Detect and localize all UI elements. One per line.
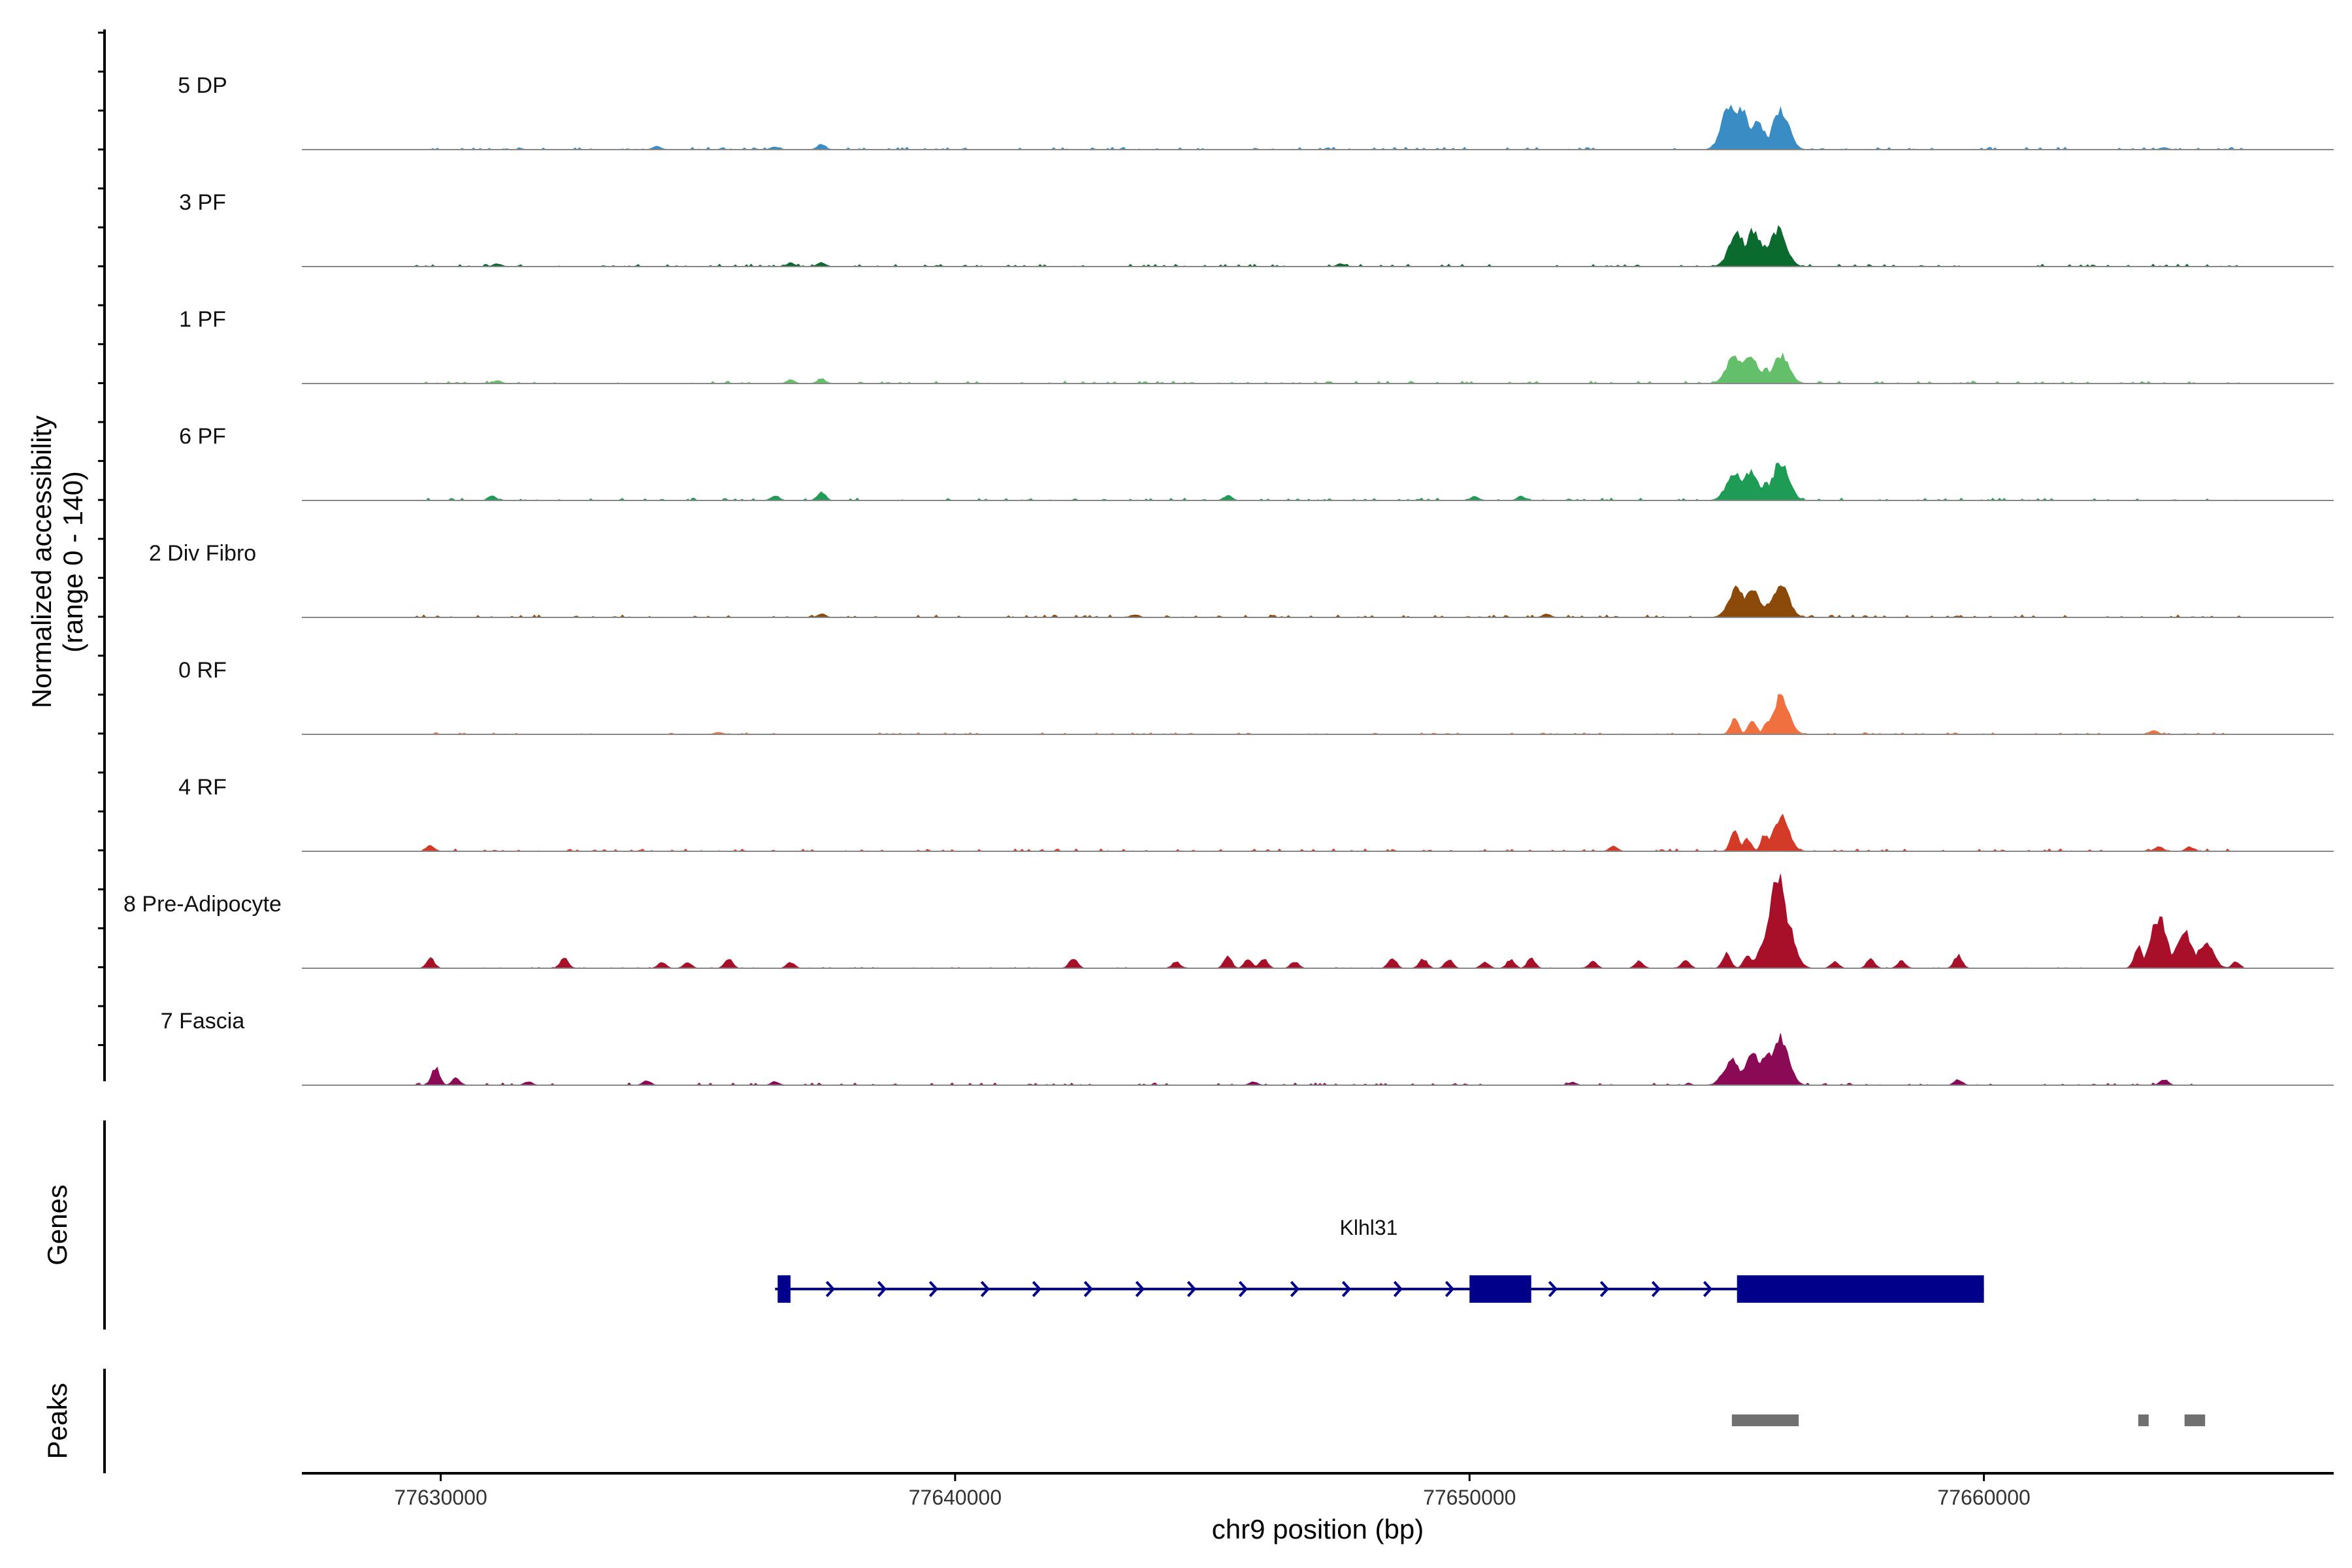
- x-tick-label: 77640000: [909, 1486, 1002, 1509]
- gene-exon: [1737, 1275, 1984, 1303]
- strand-arrow: [1083, 1281, 1094, 1298]
- x-tick-label: 77660000: [1937, 1486, 2030, 1509]
- strand-arrow: [1341, 1281, 1352, 1298]
- strand-arrow: [928, 1281, 939, 1298]
- track-label: 4 RF: [178, 775, 227, 800]
- gene-track: Klhl31: [775, 1216, 1984, 1303]
- strand-arrow: [1651, 1281, 1661, 1298]
- x-tick-label: 77650000: [1423, 1486, 1516, 1509]
- x-axis-ticks: 77630000 77640000 77650000 77660000: [394, 1473, 2031, 1509]
- track-4-rf: 4 RF: [178, 775, 2334, 852]
- strand-arrow: [1445, 1281, 1455, 1298]
- peaks-track-title: Peaks: [42, 1383, 73, 1460]
- track-1-pf: 1 PF: [179, 307, 2334, 384]
- strand-arrow: [1135, 1281, 1145, 1298]
- track-signal: [412, 352, 2244, 384]
- accessibility-tracks: 5 DP 3 PF 1 PF 6 PF 2 Div Fibro 0 RF 4 RF 8 Pre…: [123, 73, 2334, 1086]
- y-axis-title-line2: (range 0 - 140): [57, 471, 88, 653]
- strand-arrow: [1238, 1281, 1249, 1298]
- track-signal: [412, 694, 2244, 735]
- track-8-pre-adipocyte: 8 Pre-Adipocyte: [123, 874, 2334, 969]
- strand-arrow: [877, 1281, 887, 1298]
- track-signal: [412, 585, 2244, 618]
- strand-arrow: [1599, 1281, 1610, 1298]
- track-2-div-fibro: 2 Div Fibro: [149, 541, 2334, 618]
- track-7-fascia: 7 Fascia: [161, 1009, 2334, 1086]
- track-signal: [412, 813, 2244, 852]
- track-signal: [412, 104, 2244, 150]
- strand-arrow: [1186, 1281, 1197, 1298]
- strand-arrow: [1548, 1281, 1558, 1298]
- track-label: 1 PF: [179, 307, 226, 332]
- track-signal: [412, 874, 2244, 969]
- track-3-pf: 3 PF: [179, 190, 2334, 267]
- strand-arrow: [1032, 1281, 1042, 1298]
- track-label: 8 Pre-Adipocyte: [123, 892, 282, 917]
- strand-arrow: [1393, 1281, 1403, 1298]
- peak-region: [1731, 1414, 1799, 1426]
- accessibility-y-ticks: [98, 31, 105, 1047]
- track-signal: [412, 462, 2244, 501]
- strand-arrow: [1703, 1281, 1713, 1298]
- peak-region: [2184, 1414, 2206, 1426]
- track-label: 7 Fascia: [161, 1009, 245, 1034]
- track-label: 2 Div Fibro: [149, 541, 256, 566]
- gene-exon: [1469, 1275, 1531, 1303]
- strand-arrow: [1290, 1281, 1300, 1298]
- peak-region: [2138, 1414, 2149, 1426]
- genes-track-title: Genes: [42, 1184, 73, 1266]
- x-axis-title: chr9 position (bp): [1212, 1514, 1424, 1544]
- strand-arrow: [825, 1281, 836, 1298]
- x-tick-label: 77630000: [394, 1486, 487, 1509]
- strand-arrow: [980, 1281, 990, 1298]
- track-5-dp: 5 DP: [178, 73, 2334, 150]
- track-0-rf: 0 RF: [178, 658, 2334, 735]
- y-axis-title-line1: Normalized accessibility: [26, 416, 57, 708]
- peaks-track: [1731, 1414, 2206, 1426]
- track-label: 5 DP: [178, 73, 227, 98]
- track-6-pf: 6 PF: [179, 424, 2334, 501]
- track-label: 0 RF: [178, 658, 227, 683]
- track-label: 6 PF: [179, 424, 226, 449]
- track-signal: [412, 1033, 2244, 1086]
- gene-exon: [777, 1275, 791, 1303]
- track-signal: [412, 225, 2244, 267]
- track-label: 3 PF: [179, 190, 226, 215]
- gene-label: Klhl31: [1340, 1216, 1398, 1239]
